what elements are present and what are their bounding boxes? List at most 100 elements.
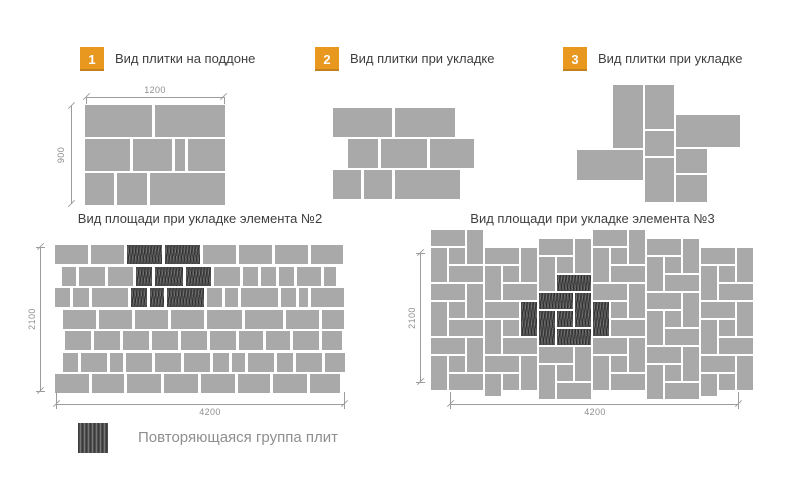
- repeat-group-tile: [521, 302, 537, 336]
- tile: [110, 353, 123, 372]
- tile: [273, 374, 307, 393]
- tile: [539, 347, 573, 363]
- step-1-badge: 1: [80, 47, 104, 71]
- tile: [431, 248, 447, 282]
- repeat-group-tile: [155, 267, 183, 286]
- tile: [324, 267, 336, 286]
- tile: [611, 356, 627, 372]
- step-2-badge: 2: [315, 47, 339, 71]
- tile: [485, 356, 519, 372]
- tile: [266, 331, 290, 350]
- tile: [430, 139, 474, 168]
- step-3-title: Вид плитки при укладке: [598, 51, 743, 66]
- tile: [175, 139, 185, 171]
- tile: [431, 230, 465, 246]
- dim-ext: [416, 382, 425, 383]
- tile: [613, 85, 643, 148]
- tile: [645, 131, 674, 156]
- tile: [629, 338, 645, 372]
- tile: [647, 311, 663, 345]
- tile: [322, 331, 342, 350]
- tile: [449, 356, 465, 372]
- repeat-group-tile: [136, 267, 152, 286]
- tile: [431, 302, 447, 336]
- tile: [55, 245, 88, 264]
- tile: [135, 310, 168, 329]
- tile: [503, 266, 519, 282]
- tile: [683, 239, 699, 273]
- tile: [207, 288, 222, 307]
- pallet-width-dim-line: [86, 97, 224, 98]
- dim-ext: [86, 97, 87, 104]
- tile: [108, 267, 133, 286]
- tile: [557, 383, 591, 399]
- tile: [85, 173, 114, 205]
- tile: [348, 139, 378, 168]
- tile: [485, 302, 519, 318]
- tile: [310, 374, 340, 393]
- tile: [593, 338, 627, 354]
- tile: [62, 267, 76, 286]
- tile: [557, 365, 573, 381]
- tile: [279, 267, 294, 286]
- step-3-number: 3: [571, 51, 579, 67]
- tile: [261, 267, 276, 286]
- repeat-group-tile: [539, 293, 573, 309]
- tile: [665, 365, 681, 381]
- pallet-height-dim-line: [71, 106, 72, 204]
- tile: [333, 108, 392, 137]
- step-2-number: 2: [323, 51, 331, 67]
- area-2-width-dim-line: [56, 404, 345, 405]
- repeat-group-tile: [165, 245, 200, 264]
- area-layout-2-diagram: [55, 245, 345, 393]
- tile: [676, 149, 707, 173]
- dim-ext: [450, 392, 451, 409]
- tile: [293, 331, 319, 350]
- tile: [611, 302, 627, 318]
- tile: [665, 383, 699, 399]
- tile: [665, 257, 681, 273]
- tile: [277, 353, 293, 372]
- tile: [243, 267, 258, 286]
- tile: [184, 353, 210, 372]
- tile: [395, 170, 460, 199]
- step-2-title: Вид плитки при укладке: [350, 51, 495, 66]
- tile: [55, 374, 89, 393]
- tile: [364, 170, 392, 199]
- tile: [322, 310, 344, 329]
- repeat-group-tile: [557, 329, 591, 345]
- repeat-group-tile: [150, 288, 164, 307]
- tile: [213, 353, 229, 372]
- area-2-title: Вид площади при укладке элемента №2: [77, 211, 323, 226]
- tile: [521, 248, 537, 282]
- tile: [395, 108, 455, 137]
- area-layout-3-diagram: [431, 230, 753, 400]
- tile: [575, 239, 591, 273]
- tile: [299, 288, 308, 307]
- tile: [245, 310, 283, 329]
- tile: [593, 248, 609, 282]
- tile: [593, 230, 627, 246]
- tile: [503, 374, 519, 390]
- tile: [239, 331, 263, 350]
- tile: [286, 310, 319, 329]
- tile: [737, 248, 753, 282]
- tile: [647, 257, 663, 291]
- tile: [99, 310, 132, 329]
- tile: [467, 284, 483, 318]
- tile: [665, 329, 699, 345]
- area-2-height-dim-label: 2100: [27, 308, 37, 330]
- tile: [485, 374, 501, 396]
- step-3-badge: 3: [563, 47, 587, 71]
- tile: [629, 230, 645, 264]
- tile: [201, 374, 235, 393]
- repeat-group-tile: [575, 293, 591, 327]
- tile: [152, 331, 178, 350]
- tile: [248, 353, 274, 372]
- tile: [150, 173, 225, 205]
- tile: [275, 245, 308, 264]
- tile: [719, 374, 735, 390]
- tile: [611, 374, 645, 390]
- tile: [701, 302, 735, 318]
